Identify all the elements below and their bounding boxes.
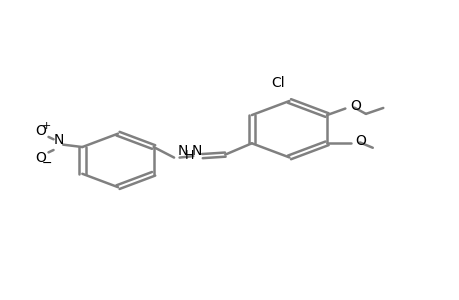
- Text: O: O: [355, 134, 365, 148]
- Text: H: H: [185, 149, 194, 162]
- Text: N: N: [53, 133, 64, 147]
- Text: O: O: [35, 151, 45, 165]
- Text: O: O: [35, 124, 45, 138]
- Text: O: O: [349, 99, 360, 113]
- Text: N: N: [191, 144, 201, 158]
- Text: N: N: [178, 144, 188, 158]
- Text: +: +: [41, 121, 51, 130]
- Text: Cl: Cl: [271, 76, 284, 90]
- Text: −: −: [41, 157, 52, 170]
